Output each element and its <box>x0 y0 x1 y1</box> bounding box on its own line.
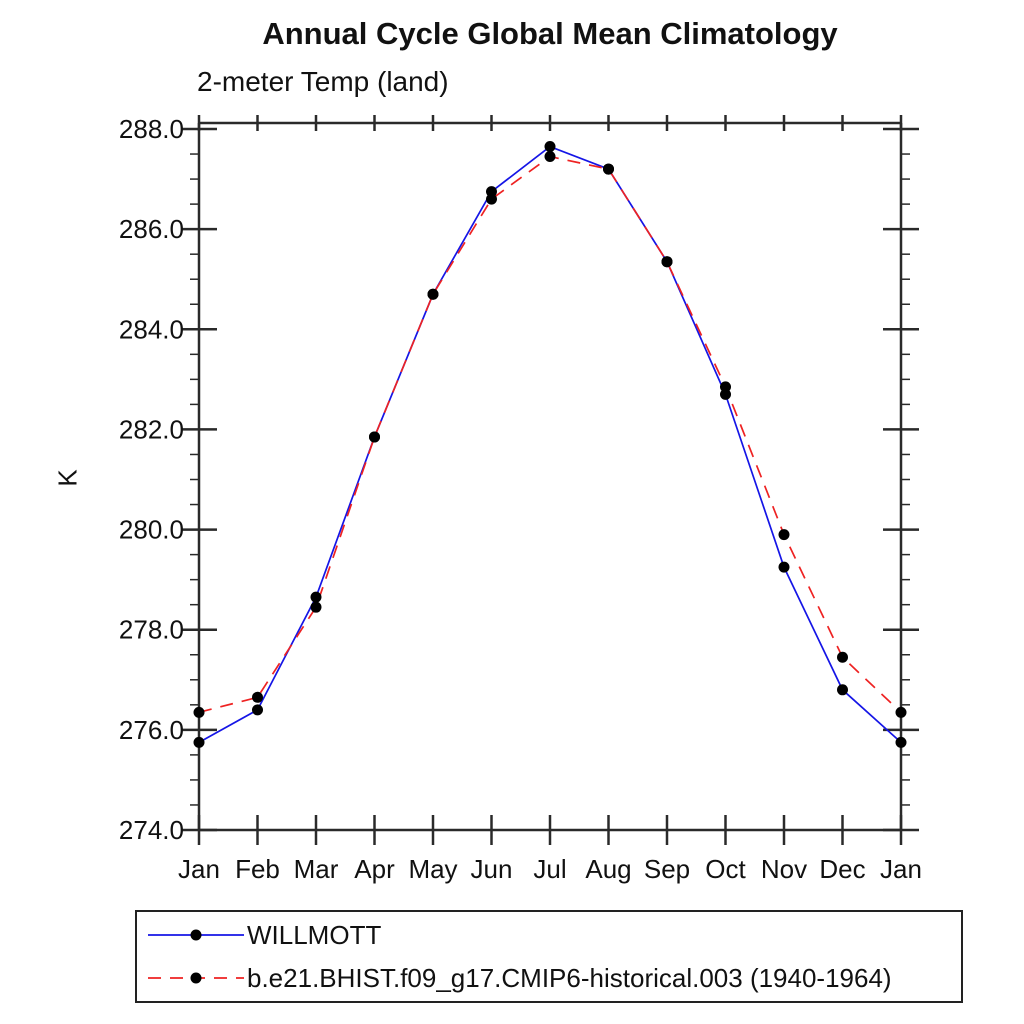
x-tick-label: Sep <box>644 854 690 884</box>
chart-title: Annual Cycle Global Mean Climatology <box>262 16 838 51</box>
y-axis-label: K <box>52 469 83 487</box>
x-tick-label: Jul <box>533 854 566 884</box>
data-point-marker <box>486 193 497 205</box>
data-point-marker <box>252 691 263 703</box>
y-tick-label: 280.0 <box>119 515 184 545</box>
chart-subtitle: 2-meter Temp (land) <box>197 66 449 97</box>
data-point-marker <box>895 736 907 748</box>
data-point-marker <box>310 601 322 613</box>
legend-swatch <box>148 972 244 984</box>
legend-label: WILLMOTT <box>247 919 382 950</box>
legend-item: b.e21.BHIST.f09_g17.CMIP6-historical.003… <box>144 958 961 998</box>
y-tick-label: 282.0 <box>119 414 184 444</box>
data-point-marker <box>603 163 614 175</box>
data-point-marker <box>895 706 907 718</box>
legend-item: WILLMOTT <box>144 915 961 955</box>
y-tick-label: 286.0 <box>119 214 184 244</box>
x-tick-label: Aug <box>585 854 631 884</box>
x-tick-label: Mar <box>294 854 339 884</box>
data-point-marker <box>193 736 205 748</box>
x-tick-label: Jun <box>471 854 513 884</box>
series-line-model <box>198 155 902 714</box>
x-tick-label: Apr <box>354 854 395 884</box>
y-tick-label: 284.0 <box>119 314 184 344</box>
data-point-marker <box>720 381 731 393</box>
data-point-marker <box>544 151 556 163</box>
data-point-marker <box>544 141 556 153</box>
y-tick-label: 276.0 <box>119 715 184 745</box>
x-tick-label: May <box>408 854 457 884</box>
data-point-marker <box>193 706 205 718</box>
x-tick-label: Jan <box>178 854 220 884</box>
x-tick-label: Oct <box>705 854 746 884</box>
data-point-marker <box>252 704 263 716</box>
data-point-marker <box>837 684 848 696</box>
x-tick-label: Feb <box>235 854 280 884</box>
legend-marker-dot <box>190 929 202 941</box>
y-tick-label: 278.0 <box>119 615 184 645</box>
data-point-marker <box>778 529 790 541</box>
series-line-willmott <box>198 145 902 744</box>
data-point-marker <box>661 256 673 268</box>
legend-marker-dot <box>190 972 202 984</box>
legend-swatch <box>148 929 244 941</box>
y-tick-label: 274.0 <box>119 815 184 845</box>
legend-label: b.e21.BHIST.f09_g17.CMIP6-historical.003… <box>247 962 892 993</box>
data-point-marker <box>837 651 848 663</box>
x-tick-label: Jan <box>880 854 922 884</box>
legend-box: WILLMOTT b.e21.BHIST.f09_g17.CMIP6-histor… <box>135 910 963 1003</box>
y-tick-label: 288.0 <box>119 114 184 144</box>
data-point-marker <box>778 561 790 573</box>
data-point-marker <box>369 431 380 443</box>
x-tick-label: Nov <box>761 854 807 884</box>
data-point-marker <box>427 288 439 300</box>
data-point-marker <box>310 591 322 603</box>
x-tick-label: Dec <box>819 854 865 884</box>
